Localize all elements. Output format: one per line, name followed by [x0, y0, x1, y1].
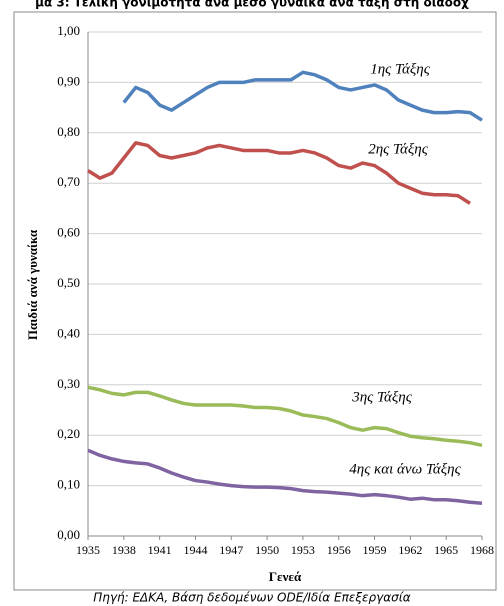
- y-tick-label: 0,80: [57, 124, 80, 139]
- x-tick-label: 1941: [148, 543, 172, 557]
- x-tick-label: 1956: [327, 543, 351, 557]
- y-tick-label: 0,20: [57, 426, 80, 441]
- y-tick-label: 0,00: [57, 527, 80, 542]
- source-note: Πηγή: ΕΔΚΑ, Βάση δεδομένων ODE/Ιδία Επεξ…: [93, 591, 411, 605]
- series-line: [122, 70, 483, 122]
- y-tick-label: 0,40: [57, 325, 80, 340]
- y-tick-label: 0,60: [57, 225, 80, 240]
- y-tick-label: 0,30: [57, 376, 80, 391]
- y-tick-label: 0,90: [57, 73, 80, 88]
- x-tick-label: 1950: [255, 543, 279, 557]
- x-tick-label: 1938: [112, 543, 136, 557]
- chart-title: μα 3: Τελική γονιμότητα ανά μέσο γυναίκα…: [35, 0, 469, 10]
- x-tick-label: 1947: [219, 543, 243, 557]
- series-label: 2ης Τάξης: [368, 141, 428, 157]
- x-tick-label: 1944: [183, 543, 207, 557]
- x-tick-label: 1965: [434, 543, 458, 557]
- series-label: 4ης και άνω Τάξης: [349, 461, 461, 477]
- y-axis-label: Παιδιά ανά γυναίκα: [25, 229, 40, 340]
- y-tick-label: 0,10: [57, 477, 80, 492]
- y-tick-label: 1,00: [57, 23, 80, 38]
- series-line: [87, 385, 483, 447]
- series-label: 3ης Τάξης: [351, 389, 412, 405]
- series-line: [87, 141, 471, 205]
- x-tick-label: 1968: [470, 543, 494, 557]
- y-tick-label: 0,50: [57, 275, 80, 290]
- x-tick-label: 1959: [363, 543, 387, 557]
- x-axis-label: Γενεά: [269, 569, 302, 584]
- x-tick-label: 1953: [291, 543, 315, 557]
- chart-frame: [13, 11, 497, 591]
- y-tick-label: 0,70: [57, 174, 80, 189]
- series-line: [87, 448, 483, 505]
- x-tick-label: 1962: [398, 543, 422, 557]
- series-label: 1ης Τάξης: [370, 61, 430, 77]
- x-tick-label: 1935: [76, 543, 100, 557]
